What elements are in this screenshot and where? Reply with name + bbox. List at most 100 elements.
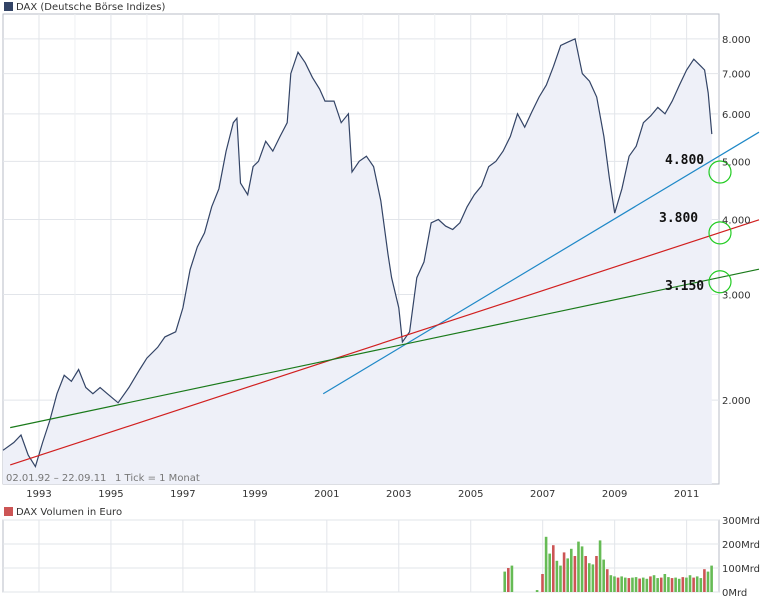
volume-bar (551, 545, 555, 592)
volume-bar (627, 578, 631, 592)
volume-bar (602, 559, 605, 592)
price-area-fill (3, 38, 712, 485)
price-area (2, 37, 713, 485)
volume-bar (699, 578, 703, 592)
x-tick-label: 1993 (26, 489, 51, 500)
volume-bar (649, 576, 652, 592)
volume-bar (670, 578, 674, 592)
x-tick-label: 1997 (170, 489, 195, 500)
volume-bar (613, 576, 616, 592)
y-tick-label: 7.000 (722, 70, 751, 81)
volume-bar (535, 590, 539, 592)
x-tick-label: 1995 (98, 489, 123, 500)
volume-bar (620, 576, 623, 592)
trendline (322, 131, 760, 395)
volume-bar (577, 541, 580, 592)
y-tick-label: 8.000 (722, 35, 751, 46)
volume-bar (573, 556, 577, 592)
volume-bar (580, 546, 584, 592)
volume-bar (566, 558, 569, 592)
x-tick-label: 2005 (458, 489, 483, 500)
volume-bar (667, 577, 670, 592)
main-panel: 2.000 3.000 4.000 5.000 6.000 7.000 8.000 1993… (2, 2, 760, 500)
volume-bar (674, 577, 677, 592)
target-circles (708, 160, 732, 294)
volume-bar (555, 560, 559, 592)
volume-bar (587, 563, 591, 592)
date-range: 02.01.92 – 22.09.11 (6, 473, 106, 484)
annotation-3800: 3.800 (659, 211, 698, 226)
volume-legend-label: DAX Volumen in Euro (16, 507, 122, 518)
volume-bar (548, 553, 551, 592)
volume-bar (685, 577, 688, 592)
y-tick-label: 3.000 (722, 290, 751, 301)
y-tick-label: 6.000 (722, 110, 751, 121)
volume-bar (677, 578, 681, 592)
volume-bar (631, 577, 634, 592)
volume-bar (681, 577, 685, 592)
y-tick-label: 2.000 (722, 396, 751, 407)
main-legend-swatch (4, 2, 13, 11)
y-axis-ticks: 2.000 3.000 4.000 5.000 6.000 7.000 8.000 (722, 35, 751, 407)
volume-panel: DAX Volumen in Euro 300Mrd 200Mrd 100Mrd 0M… (2, 507, 760, 598)
volume-bar (638, 578, 641, 592)
volume-bar (656, 578, 659, 592)
volume-bar (652, 575, 656, 592)
volume-bar (706, 571, 710, 592)
volume-bars (503, 536, 713, 592)
x-axis-ticks: 1993 1995 1997 1999 2001 2003 2005 2007 2009 2011 (26, 489, 699, 500)
x-tick-label: 2001 (314, 489, 339, 500)
volume-bar (598, 540, 602, 592)
volume-tick-label: 300Mrd (722, 516, 760, 527)
tick-info: 1 Tick = 1 Monat (115, 473, 200, 484)
y-tick-label: 4.000 (722, 216, 751, 227)
trendline (10, 268, 760, 429)
volume-bar (695, 576, 699, 592)
target-circle (708, 270, 732, 294)
volume-bar (503, 571, 507, 592)
volume-tick-label: 200Mrd (722, 540, 760, 551)
volume-bar (703, 569, 706, 592)
volume-bar (616, 577, 620, 592)
main-legend-label: DAX (Deutsche Börse Indizes) (16, 2, 165, 13)
volume-bar (510, 565, 514, 592)
annotation-3150: 3.150 (665, 279, 704, 294)
volume-bar (663, 574, 667, 592)
volume-bar (692, 577, 695, 592)
volume-bar (605, 569, 609, 592)
x-tick-label: 2011 (674, 489, 699, 500)
trendline (10, 219, 760, 466)
volume-bar (688, 575, 692, 592)
volume-bar (559, 565, 562, 592)
volume-y-ticks: 300Mrd 200Mrd 100Mrd 0Mrd (722, 516, 760, 598)
volume-tick-label: 0Mrd (722, 588, 747, 598)
volume-bar (544, 536, 548, 592)
volume-bar (569, 548, 573, 592)
volume-tick-label: 100Mrd (722, 564, 760, 575)
volume-bar (591, 564, 595, 592)
volume-bar (710, 565, 713, 592)
annotation-4800: 4.800 (665, 153, 704, 168)
volume-bar (609, 575, 613, 592)
volume-bar (623, 577, 627, 592)
x-tick-label: 2007 (530, 489, 555, 500)
volume-bar (595, 556, 598, 592)
x-tick-label: 1999 (242, 489, 267, 500)
y-tick-label: 5.000 (722, 157, 751, 168)
volume-bar (645, 578, 649, 592)
volume-bar (507, 568, 510, 592)
volume-bar (541, 574, 544, 592)
x-tick-label: 2003 (386, 489, 411, 500)
target-circle (708, 160, 732, 184)
volume-bar (634, 577, 638, 592)
target-circle (708, 221, 732, 245)
volume-legend-swatch (4, 507, 13, 516)
volume-bar (584, 556, 587, 592)
trendlines (10, 131, 760, 466)
volume-bar (641, 577, 645, 592)
price-line (2, 37, 713, 469)
volume-bar (659, 577, 663, 592)
x-tick-label: 2009 (602, 489, 627, 500)
volume-bar (562, 552, 566, 592)
